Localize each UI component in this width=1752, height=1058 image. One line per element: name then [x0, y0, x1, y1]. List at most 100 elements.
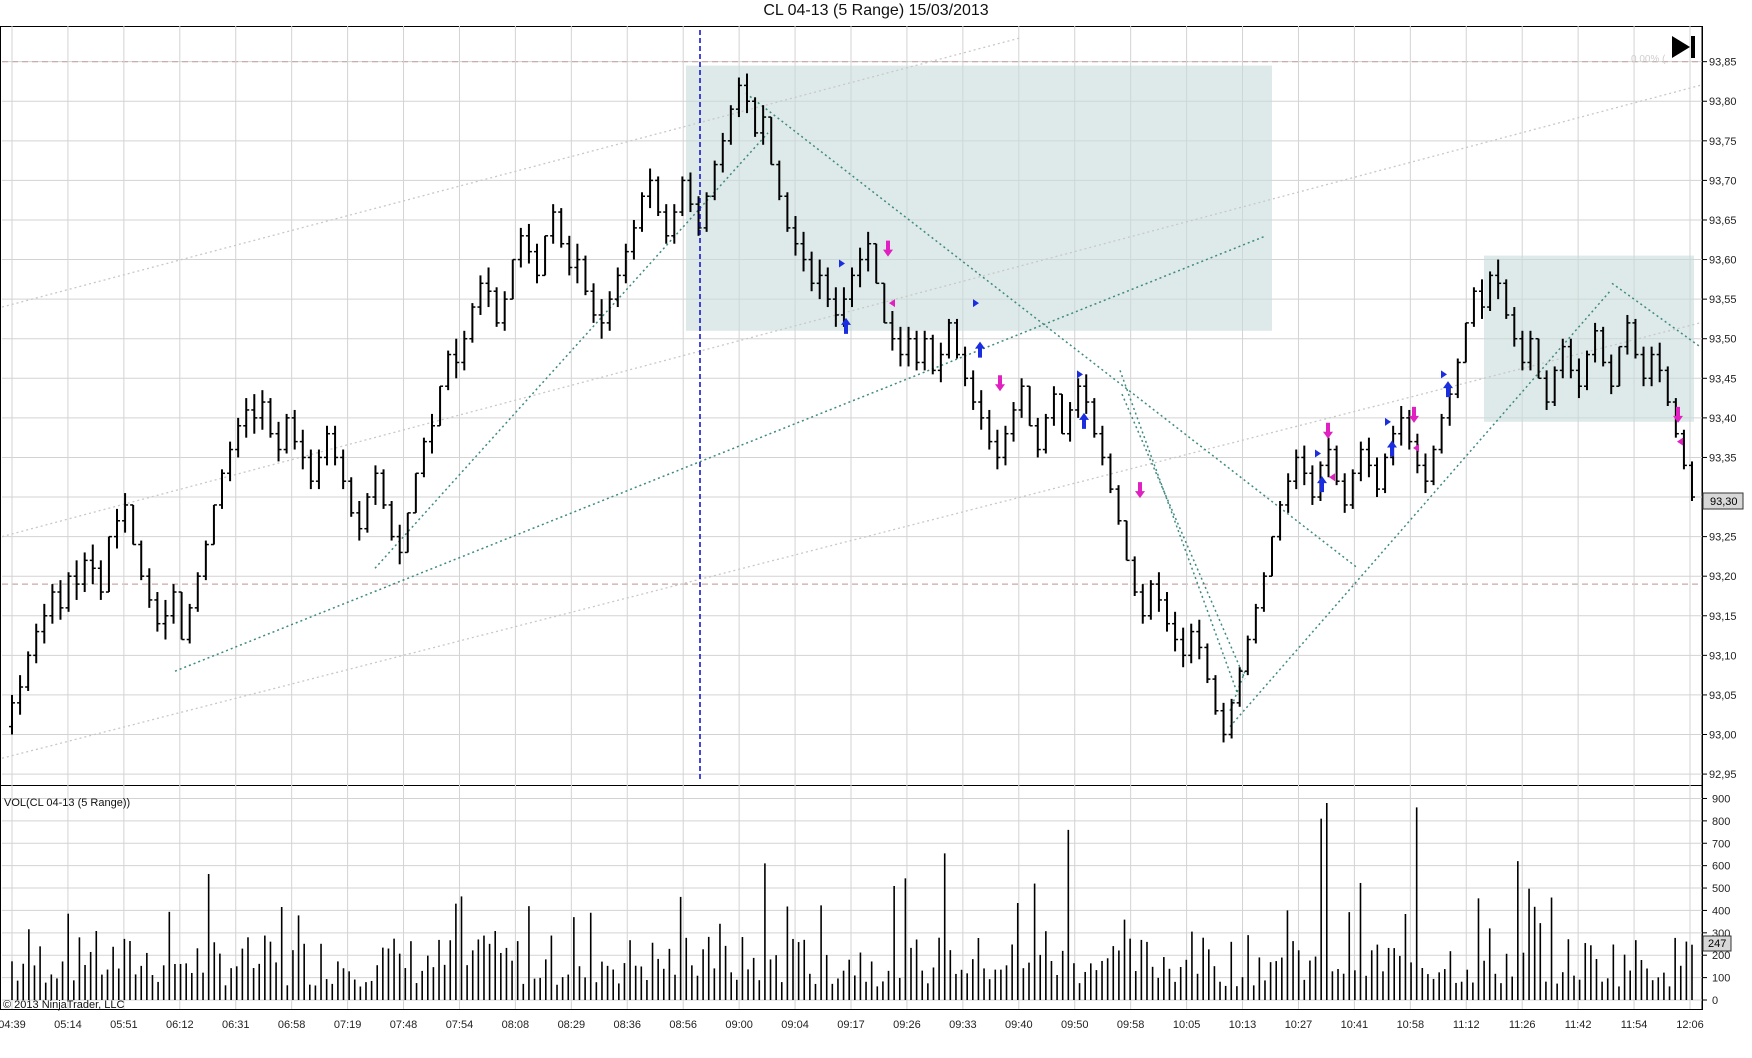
price-bar — [695, 196, 702, 236]
signal-flag-marker[interactable] — [1315, 449, 1321, 458]
trend-line[interactable] — [1229, 670, 1246, 712]
price-bar — [1511, 307, 1518, 347]
price-tick-label: 93,25 — [1709, 532, 1737, 544]
price-bar — [509, 258, 516, 300]
sell-arrow-marker[interactable] — [1409, 406, 1419, 423]
buy-arrow-marker[interactable] — [1443, 381, 1453, 398]
price-bar — [727, 105, 734, 145]
price-bar — [1220, 702, 1227, 743]
price-bar — [517, 227, 524, 268]
price-tick-label: 93,20 — [1709, 571, 1737, 583]
supply-demand-zones — [686, 65, 1694, 422]
price-bar — [162, 599, 169, 640]
signal-flag-marker[interactable] — [1441, 370, 1447, 379]
buy-arrow-marker[interactable] — [1387, 440, 1397, 457]
price-bar — [138, 540, 145, 581]
time-tick-label: 05:51 — [110, 1019, 138, 1031]
volume-tick-label: 500 — [1712, 883, 1730, 895]
buy-arrow-marker[interactable] — [1079, 412, 1089, 429]
sell-arrow-marker[interactable] — [1673, 406, 1683, 423]
price-bar — [1050, 386, 1057, 426]
time-tick-label: 10:05 — [1173, 1019, 1201, 1031]
price-bar — [429, 413, 435, 454]
price-bar — [49, 584, 56, 624]
trend-line[interactable] — [1611, 282, 1701, 348]
sell-arrow-marker[interactable] — [1323, 422, 1333, 439]
skip-to-end-icon[interactable] — [1672, 36, 1695, 58]
sell-arrow-marker[interactable] — [1135, 482, 1145, 499]
last-price-badge: 93,30 — [1702, 492, 1744, 510]
signal-flag-marker[interactable] — [1385, 417, 1391, 426]
price-bar — [420, 437, 427, 478]
time-tick-label: 09:40 — [1005, 1019, 1033, 1031]
buy-arrow-marker[interactable] — [975, 341, 985, 358]
price-bar — [1107, 453, 1114, 494]
price-bar — [307, 449, 314, 490]
price-bar — [105, 535, 112, 593]
price-bar — [219, 469, 225, 509]
buy-arrow-marker[interactable] — [841, 317, 851, 334]
signal-flag-marker[interactable] — [973, 299, 979, 308]
price-bar — [186, 603, 193, 644]
signal-flag-marker[interactable] — [889, 299, 895, 308]
time-tick-label: 08:56 — [669, 1019, 697, 1031]
price-tick-label: 93,45 — [1709, 373, 1737, 385]
last-price-badge-text: 93,30 — [1710, 496, 1738, 508]
price-bar — [437, 385, 444, 427]
overlay-label: 0.00% ( — [1631, 54, 1666, 65]
sell-arrow-marker[interactable] — [883, 240, 893, 257]
price-bar — [1503, 279, 1510, 319]
price-bar — [1204, 643, 1211, 684]
price-bar — [130, 504, 137, 546]
price-bar — [1115, 485, 1122, 525]
price-bar — [396, 524, 403, 565]
signal-flag-marker[interactable] — [1677, 437, 1683, 446]
sell-arrow-marker[interactable] — [995, 375, 1005, 392]
price-bar — [291, 409, 298, 450]
price-bar — [1236, 667, 1243, 707]
time-tick-label: 06:58 — [278, 1019, 306, 1031]
price-bar — [792, 216, 799, 256]
price-bar — [937, 342, 944, 383]
trend-line[interactable] — [174, 235, 1267, 672]
price-bar — [639, 192, 645, 232]
trend-line[interactable] — [745, 92, 1359, 569]
price-bar — [590, 283, 597, 323]
price-bar — [614, 267, 621, 308]
price-bar — [606, 291, 613, 331]
price-bar — [259, 390, 266, 430]
price-bar — [1252, 603, 1259, 644]
price-bar — [332, 425, 339, 466]
time-tick-label: 08:29 — [558, 1019, 586, 1031]
price-bar — [404, 512, 411, 554]
price-bar — [146, 568, 153, 608]
price-bar — [501, 291, 508, 331]
signal-flag-marker[interactable] — [839, 259, 845, 268]
trend-line[interactable] — [1121, 393, 1246, 680]
buy-arrow-marker[interactable] — [1317, 476, 1327, 493]
trend-line[interactable] — [1119, 370, 1239, 696]
price-bar — [202, 540, 209, 581]
price-bar — [1616, 345, 1623, 387]
trend-line[interactable] — [1229, 290, 1611, 728]
price-bar — [598, 299, 605, 339]
signal-flag-marker[interactable] — [1413, 443, 1419, 452]
price-bar — [469, 303, 476, 343]
price-bar — [1083, 374, 1090, 414]
price-bar — [154, 592, 161, 632]
price-bar — [574, 243, 581, 284]
price-bar — [1196, 619, 1203, 660]
price-bar — [445, 350, 452, 391]
signal-flag-marker[interactable] — [1077, 370, 1083, 379]
price-bar — [210, 504, 217, 546]
price-bar — [348, 477, 355, 517]
price-bar — [1382, 453, 1389, 494]
signal-flag-marker[interactable] — [1329, 473, 1335, 482]
channel-line[interactable] — [1, 37, 1021, 308]
price-zone-box[interactable] — [686, 65, 1272, 331]
price-zone-box[interactable] — [1484, 255, 1694, 422]
price-bar — [1689, 461, 1695, 501]
channel-line[interactable] — [1, 322, 1701, 759]
price-bar — [1430, 445, 1437, 486]
